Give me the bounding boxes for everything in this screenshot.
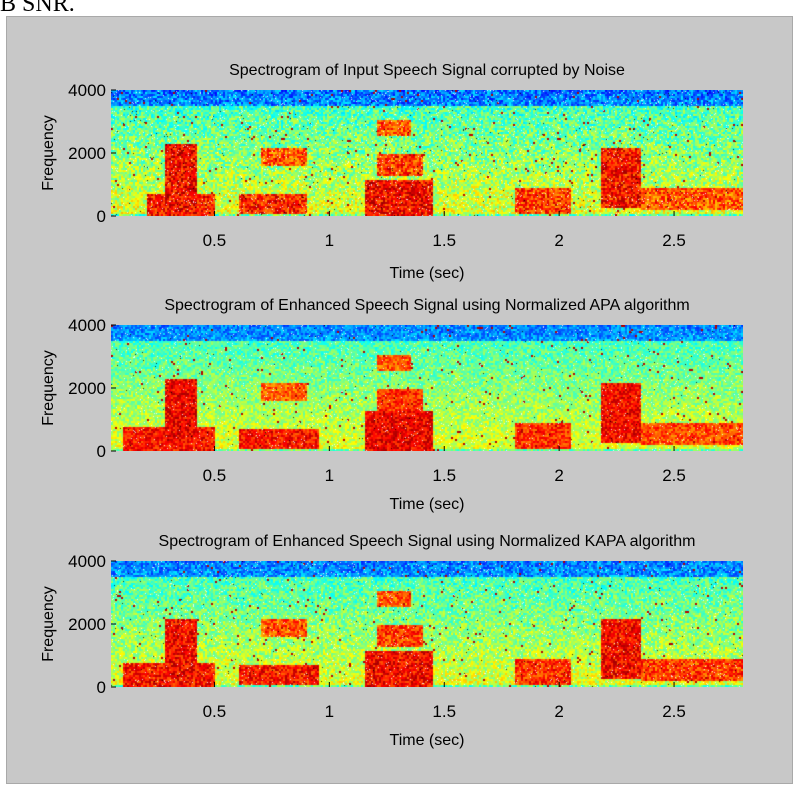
y-tick-label: 2000 — [68, 379, 106, 398]
spectrogram-image — [111, 90, 743, 216]
y-tick-label: 0 — [97, 207, 106, 226]
x-tick-label: 1 — [325, 231, 334, 250]
x-axis-label: Time (sec) — [390, 265, 465, 282]
x-tick-label: 0.5 — [203, 231, 227, 250]
chart-1: Spectrogram of Input Speech Signal corru… — [40, 62, 743, 282]
y-tick-label: 4000 — [68, 316, 106, 335]
y-tick-label: 2000 — [68, 144, 106, 163]
figure-panel: Spectrogram of Input Speech Signal corru… — [6, 16, 793, 784]
y-tick-label: 4000 — [68, 552, 106, 571]
y-tick-label: 0 — [97, 678, 106, 697]
y-tick-label: 2000 — [68, 615, 106, 634]
y-axis-label: Frequency — [40, 115, 57, 191]
x-tick-label: 0.5 — [203, 466, 227, 485]
y-axis-label: Frequency — [40, 350, 57, 426]
y-tick-label: 4000 — [68, 81, 106, 100]
y-tick-label: 0 — [97, 442, 106, 461]
x-tick-label: 1.5 — [432, 231, 456, 250]
chart-3: Spectrogram of Enhanced Speech Signal us… — [40, 533, 743, 749]
chart-title: Spectrogram of Enhanced Speech Signal us… — [159, 533, 696, 550]
spectrogram-figure: Spectrogram of Input Speech Signal corru… — [40, 62, 743, 749]
spectrogram-image — [111, 561, 743, 687]
x-tick-label: 0.5 — [203, 702, 227, 721]
x-axis-label: Time (sec) — [390, 496, 465, 513]
x-tick-label: 2.5 — [662, 231, 686, 250]
x-axis-label: Time (sec) — [390, 732, 465, 749]
y-axis-label: Frequency — [40, 586, 57, 662]
x-tick-label: 1 — [325, 702, 334, 721]
x-tick-label: 2 — [554, 466, 563, 485]
chart-title: Spectrogram of Input Speech Signal corru… — [229, 62, 625, 79]
x-tick-label: 2 — [554, 231, 563, 250]
top-caption: B SNR. — [0, 0, 75, 17]
chart-2: Spectrogram of Enhanced Speech Signal us… — [40, 297, 743, 513]
x-tick-label: 1.5 — [432, 702, 456, 721]
chart-title: Spectrogram of Enhanced Speech Signal us… — [164, 297, 689, 314]
x-tick-label: 1.5 — [432, 466, 456, 485]
x-tick-label: 2.5 — [662, 702, 686, 721]
x-tick-label: 1 — [325, 466, 334, 485]
x-tick-label: 2 — [554, 702, 563, 721]
spectrogram-image — [111, 325, 743, 451]
x-tick-label: 2.5 — [662, 466, 686, 485]
